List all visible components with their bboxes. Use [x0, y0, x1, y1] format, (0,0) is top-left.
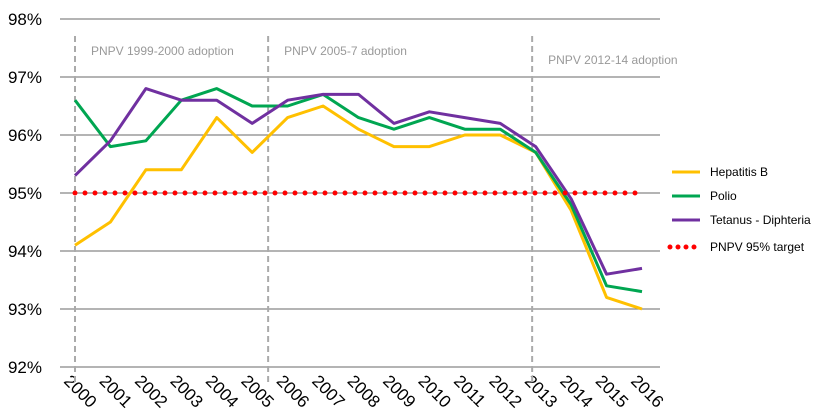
y-tick-label: 93% — [8, 300, 42, 319]
legend-label: Polio — [710, 189, 737, 203]
x-tick-label: 2012 — [485, 371, 525, 411]
x-tick-label: 2015 — [592, 371, 632, 411]
y-tick-label: 95% — [8, 184, 42, 203]
series-line-1 — [73, 87, 643, 294]
adoption-annotation: PNPV 2005-7 adoption — [284, 44, 407, 58]
adoption-annotation: PNPV 2012-14 adoption — [548, 53, 677, 67]
y-tick-label: 97% — [8, 68, 42, 87]
x-tick-label: 2010 — [415, 371, 455, 411]
x-tick-label: 2016 — [627, 371, 667, 411]
adoption-annotation: PNPV 1999-2000 adoption — [91, 44, 234, 58]
x-tick-label: 2005 — [237, 371, 277, 411]
x-tick-label: 2000 — [60, 371, 100, 411]
legend-label: PNPV 95% target — [710, 240, 805, 254]
x-tick-label: 2004 — [202, 371, 242, 411]
x-tick-label: 2002 — [131, 371, 171, 411]
y-tick-label: 98% — [8, 10, 42, 29]
y-tick-label: 92% — [8, 358, 42, 377]
x-tick-label: 2008 — [344, 371, 384, 411]
x-tick-label: 2009 — [379, 371, 419, 411]
legend-label: Hepatitis B — [710, 165, 768, 179]
x-tick-label: 2014 — [556, 371, 596, 411]
x-tick-label: 2007 — [308, 371, 348, 411]
y-tick-label: 94% — [8, 242, 42, 261]
x-tick-label: 2003 — [166, 371, 206, 411]
series-line-0 — [74, 104, 643, 311]
x-tick-label: 2011 — [450, 371, 489, 410]
x-tick-label: 2001 — [96, 371, 136, 411]
y-tick-label: 96% — [8, 126, 42, 145]
legend-label: Tetanus - Diphteria — [710, 213, 811, 227]
x-tick-label: 2006 — [273, 371, 313, 411]
x-tick-label: 2013 — [521, 371, 561, 411]
